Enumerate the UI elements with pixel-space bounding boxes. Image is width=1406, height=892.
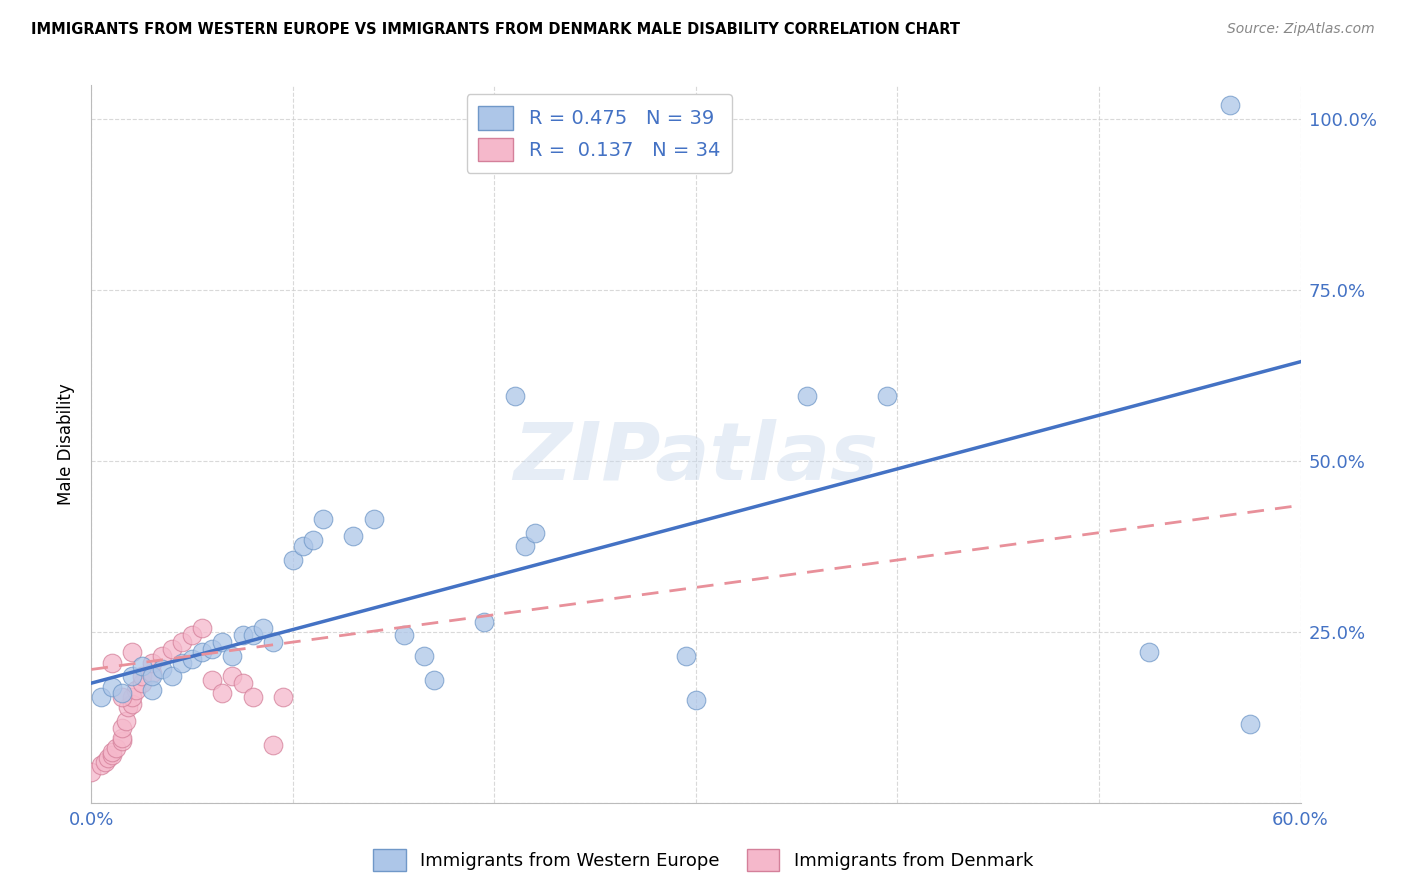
Point (172, 656, 194, 670)
Point (363, 512, 385, 526)
Point (191, 622, 214, 636)
Point (1139, 645, 1161, 659)
Point (201, 642, 224, 657)
Point (262, 738, 284, 752)
Point (231, 628, 253, 642)
Point (413, 648, 436, 663)
Text: Source: ZipAtlas.com: Source: ZipAtlas.com (1227, 22, 1375, 37)
Legend: R = 0.475   N = 39, R =  0.137   N = 34: R = 0.475 N = 39, R = 0.137 N = 34 (467, 95, 733, 173)
Point (252, 622, 274, 636)
Point (675, 648, 697, 663)
Point (80, 765, 103, 780)
Point (523, 525, 546, 540)
Point (160, 642, 183, 657)
Point (262, 635, 284, 649)
Point (111, 734, 132, 748)
Point (111, 731, 132, 745)
Point (312, 512, 335, 526)
Point (1239, 717, 1261, 731)
Point (94, 755, 117, 769)
Point (242, 628, 264, 642)
Point (392, 628, 415, 642)
Point (131, 659, 153, 673)
Text: ZIPatlas: ZIPatlas (513, 419, 879, 497)
Point (96, 751, 118, 765)
Point (211, 686, 233, 700)
Point (117, 700, 139, 714)
Point (104, 741, 127, 756)
Point (121, 697, 143, 711)
Text: IMMIGRANTS FROM WESTERN EUROPE VS IMMIGRANTS FROM DENMARK MALE DISABILITY CORREL: IMMIGRANTS FROM WESTERN EUROPE VS IMMIGR… (31, 22, 960, 37)
Point (302, 533, 325, 547)
Point (271, 690, 294, 704)
Point (100, 747, 122, 762)
Point (423, 673, 446, 687)
Point (141, 669, 163, 683)
Point (121, 669, 143, 683)
Point (172, 635, 194, 649)
Point (125, 683, 148, 698)
Point (121, 690, 143, 704)
Legend: Immigrants from Western Europe, Immigrants from Denmark: Immigrants from Western Europe, Immigran… (366, 842, 1040, 879)
Point (141, 656, 163, 670)
Point (181, 652, 204, 666)
Y-axis label: Male Disability: Male Disability (58, 383, 76, 505)
Point (100, 656, 122, 670)
Point (131, 676, 153, 690)
Point (211, 635, 233, 649)
Point (100, 744, 122, 758)
Point (90, 758, 112, 772)
Point (281, 553, 304, 567)
Point (111, 690, 132, 704)
Point (131, 669, 153, 683)
Point (191, 645, 214, 659)
Point (342, 529, 364, 543)
Point (513, 539, 536, 553)
Point (201, 673, 224, 687)
Point (114, 714, 136, 728)
Point (1219, 98, 1241, 112)
Point (292, 539, 315, 553)
Point (90, 690, 112, 704)
Point (221, 648, 243, 663)
Point (472, 615, 495, 629)
Point (231, 676, 253, 690)
Point (150, 662, 173, 677)
Point (111, 686, 132, 700)
Point (111, 721, 132, 735)
Point (503, 389, 526, 403)
Point (221, 669, 243, 683)
Point (876, 389, 898, 403)
Point (141, 683, 163, 698)
Point (181, 628, 204, 642)
Point (121, 645, 143, 659)
Point (160, 669, 183, 683)
Point (150, 648, 173, 663)
Point (685, 693, 707, 707)
Point (100, 680, 122, 694)
Point (141, 665, 163, 680)
Point (242, 690, 264, 704)
Point (796, 389, 818, 403)
